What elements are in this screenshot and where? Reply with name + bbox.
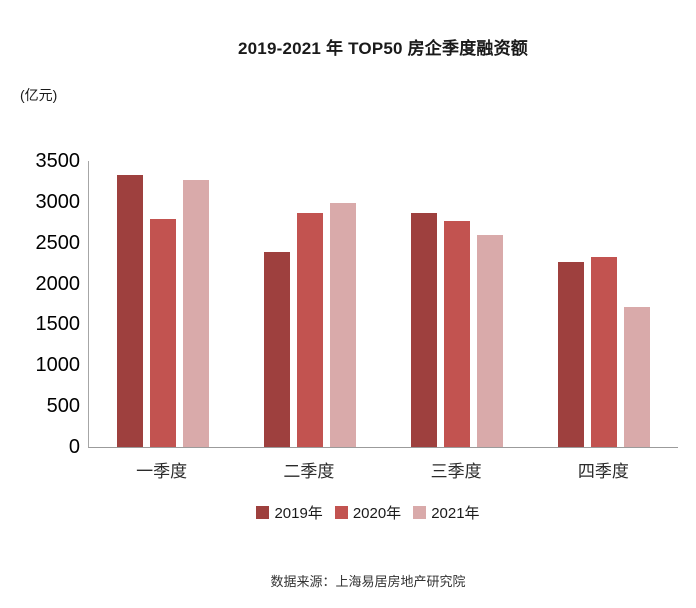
x-axis-label-三季度: 三季度 bbox=[430, 462, 482, 481]
y-axis-tick-label: 3000 bbox=[35, 190, 81, 213]
x-axis-labels: 一季度 二季度 三季度 四季度 bbox=[88, 457, 677, 482]
bar-2021年-一季度 bbox=[182, 179, 209, 447]
legend-swatch-icon bbox=[413, 506, 427, 519]
bar-group-三季度 bbox=[384, 161, 531, 447]
legend-label: 2020年 bbox=[352, 505, 402, 522]
y-axis-unit-label: (亿元) bbox=[20, 87, 58, 103]
bar-2019年-二季度 bbox=[263, 251, 290, 447]
legend-swatch-icon bbox=[256, 506, 270, 519]
y-axis-tick-label: 1000 bbox=[35, 354, 81, 377]
y-axis-tick-label: 2000 bbox=[35, 272, 81, 295]
bar-2020年-二季度 bbox=[296, 212, 323, 447]
legend-item-2021年: 2021年 bbox=[413, 502, 480, 523]
x-axis-label-一季度: 一季度 bbox=[136, 462, 188, 481]
bar-2019年-三季度 bbox=[411, 212, 438, 447]
bar-2021年-三季度 bbox=[477, 234, 504, 447]
bar-groups bbox=[89, 161, 678, 447]
legend-swatch-icon bbox=[334, 506, 348, 519]
bar-group-一季度 bbox=[89, 161, 236, 447]
x-axis-label-四季度: 四季度 bbox=[577, 462, 629, 481]
bar-2020年-三季度 bbox=[444, 220, 471, 447]
bar-2019年-四季度 bbox=[558, 262, 585, 447]
y-axis-tick-label: 1500 bbox=[35, 313, 81, 336]
bar-2021年-四季度 bbox=[624, 306, 651, 447]
y-axis-tick-label: 3500 bbox=[35, 150, 81, 172]
y-axis-tick-label: 0 bbox=[68, 436, 80, 458]
bar-2020年-四季度 bbox=[591, 256, 618, 447]
bar-group-二季度 bbox=[236, 161, 383, 447]
bar-2021年-二季度 bbox=[329, 202, 356, 447]
chart-legend: 2019年 2020年 2021年 bbox=[20, 502, 696, 523]
legend-item-2019年: 2019年 bbox=[256, 502, 323, 523]
chart-title: 2019-2021 年 TOP50 房企季度融资额 bbox=[237, 39, 528, 58]
y-axis-tick-label: 500 bbox=[46, 395, 80, 418]
bar-2019年-一季度 bbox=[116, 174, 143, 447]
plot-area bbox=[88, 161, 678, 448]
y-axis-tick-label: 2500 bbox=[35, 231, 81, 254]
bar-group-四季度 bbox=[531, 161, 678, 447]
legend-item-2020年: 2020年 bbox=[334, 502, 402, 523]
bar-2020年-一季度 bbox=[149, 219, 176, 447]
legend-label: 2019年 bbox=[274, 505, 323, 522]
legend-label: 2021年 bbox=[431, 505, 480, 522]
data-source-note: 数据来源：上海易居房地产研究院 bbox=[270, 574, 466, 589]
x-axis-label-二季度: 二季度 bbox=[283, 462, 335, 481]
